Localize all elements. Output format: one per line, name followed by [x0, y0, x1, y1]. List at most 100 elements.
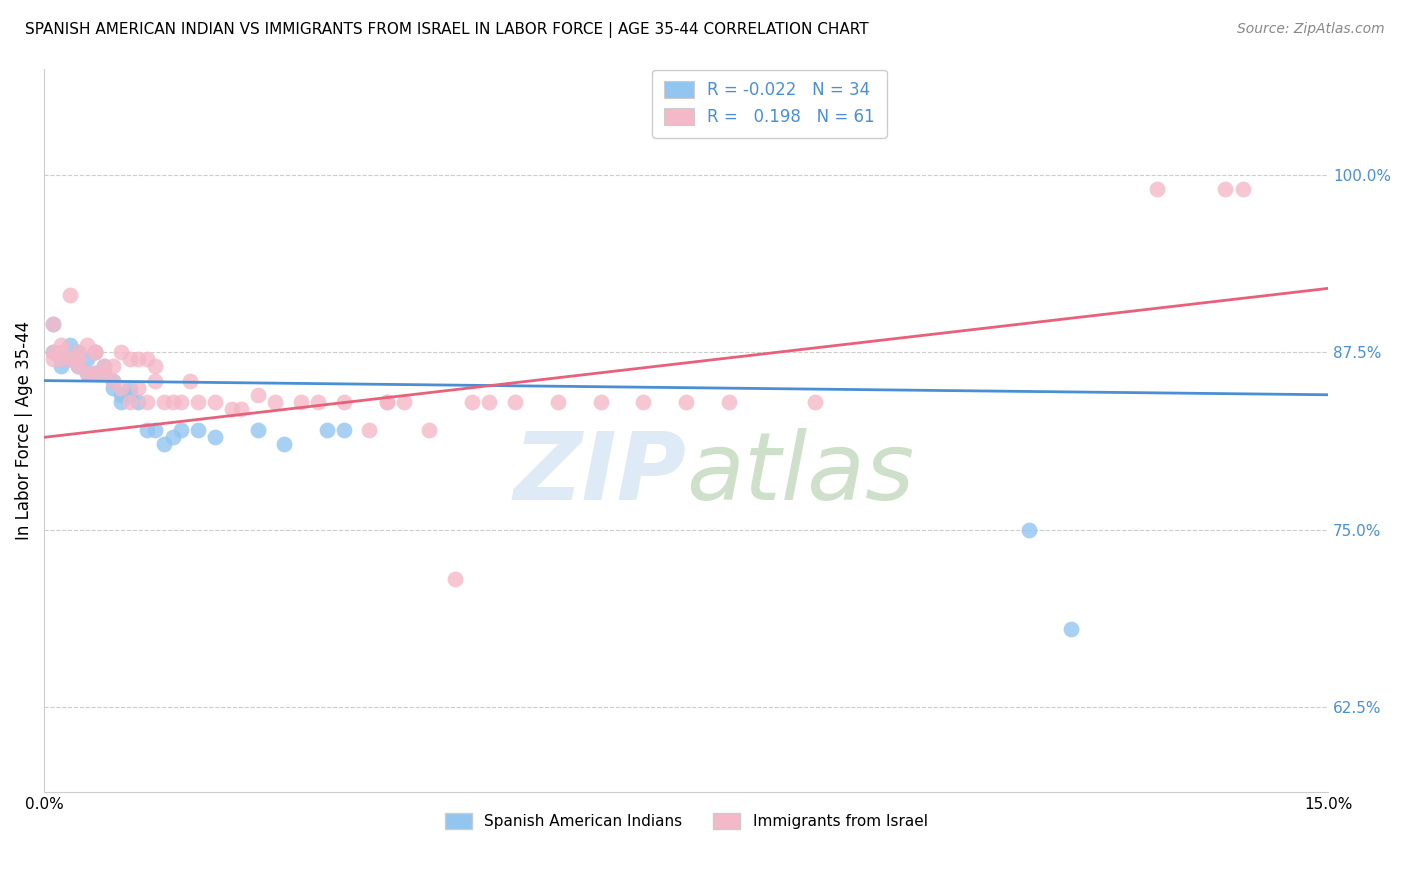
Point — [135, 395, 157, 409]
Point — [110, 395, 132, 409]
Point — [76, 367, 98, 381]
Point — [67, 359, 90, 374]
Point — [51, 352, 73, 367]
Point — [67, 359, 90, 374]
Point — [118, 388, 141, 402]
Point — [110, 345, 132, 359]
Point — [1215, 182, 1237, 196]
Point — [76, 352, 98, 367]
Point — [503, 395, 526, 409]
Point — [589, 395, 612, 409]
Point — [170, 423, 193, 437]
Text: atlas: atlas — [686, 428, 914, 519]
Point — [93, 359, 115, 374]
Point — [162, 430, 184, 444]
Point — [41, 345, 63, 359]
Point — [145, 423, 167, 437]
Point — [675, 395, 697, 409]
Point — [84, 345, 107, 359]
Point — [375, 395, 398, 409]
Point — [1060, 622, 1083, 636]
Point — [110, 381, 132, 395]
Point — [110, 388, 132, 402]
Point — [59, 338, 82, 352]
Point — [118, 395, 141, 409]
Point — [204, 430, 226, 444]
Point — [247, 423, 270, 437]
Point — [84, 345, 107, 359]
Point — [67, 345, 90, 359]
Point — [444, 572, 467, 586]
Text: SPANISH AMERICAN INDIAN VS IMMIGRANTS FROM ISRAEL IN LABOR FORCE | AGE 35-44 COR: SPANISH AMERICAN INDIAN VS IMMIGRANTS FR… — [25, 22, 869, 38]
Point — [179, 374, 201, 388]
Point — [51, 345, 73, 359]
Point — [51, 359, 73, 374]
Point — [187, 395, 209, 409]
Point — [307, 395, 329, 409]
Point — [41, 317, 63, 331]
Point — [101, 374, 124, 388]
Point — [162, 395, 184, 409]
Point — [67, 345, 90, 359]
Point — [67, 352, 90, 367]
Point — [59, 352, 82, 367]
Point — [187, 423, 209, 437]
Point — [84, 367, 107, 381]
Point — [76, 367, 98, 381]
Point — [41, 352, 63, 367]
Point — [204, 395, 226, 409]
Point — [633, 395, 655, 409]
Point — [101, 381, 124, 395]
Point — [273, 437, 295, 451]
Point — [547, 395, 569, 409]
Point — [76, 338, 98, 352]
Point — [59, 352, 82, 367]
Point — [118, 381, 141, 395]
Point — [127, 352, 149, 367]
Point — [717, 395, 740, 409]
Point — [127, 395, 149, 409]
Point — [101, 359, 124, 374]
Point — [221, 401, 243, 416]
Point — [332, 395, 354, 409]
Point — [127, 381, 149, 395]
Point — [418, 423, 440, 437]
Text: Source: ZipAtlas.com: Source: ZipAtlas.com — [1237, 22, 1385, 37]
Point — [101, 374, 124, 388]
Point — [93, 367, 115, 381]
Y-axis label: In Labor Force | Age 35-44: In Labor Force | Age 35-44 — [15, 321, 32, 540]
Point — [59, 288, 82, 302]
Point — [84, 345, 107, 359]
Point — [1232, 182, 1254, 196]
Point — [41, 345, 63, 359]
Point — [1146, 182, 1168, 196]
Text: ZIP: ZIP — [513, 427, 686, 520]
Point — [290, 395, 312, 409]
Point — [51, 338, 73, 352]
Point — [145, 359, 167, 374]
Point — [135, 352, 157, 367]
Point — [153, 437, 176, 451]
Point — [93, 367, 115, 381]
Point — [153, 395, 176, 409]
Point — [478, 395, 501, 409]
Point — [803, 395, 825, 409]
Point — [118, 352, 141, 367]
Point — [264, 395, 287, 409]
Point — [41, 317, 63, 331]
Point — [93, 359, 115, 374]
Point — [170, 395, 193, 409]
Legend: Spanish American Indians, Immigrants from Israel: Spanish American Indians, Immigrants fro… — [439, 806, 934, 835]
Point — [332, 423, 354, 437]
Point — [1018, 523, 1040, 537]
Point — [461, 395, 484, 409]
Point — [51, 352, 73, 367]
Point — [229, 401, 252, 416]
Point — [315, 423, 337, 437]
Point — [247, 388, 270, 402]
Point — [392, 395, 415, 409]
Point — [145, 374, 167, 388]
Point — [375, 395, 398, 409]
Point — [359, 423, 381, 437]
Point — [135, 423, 157, 437]
